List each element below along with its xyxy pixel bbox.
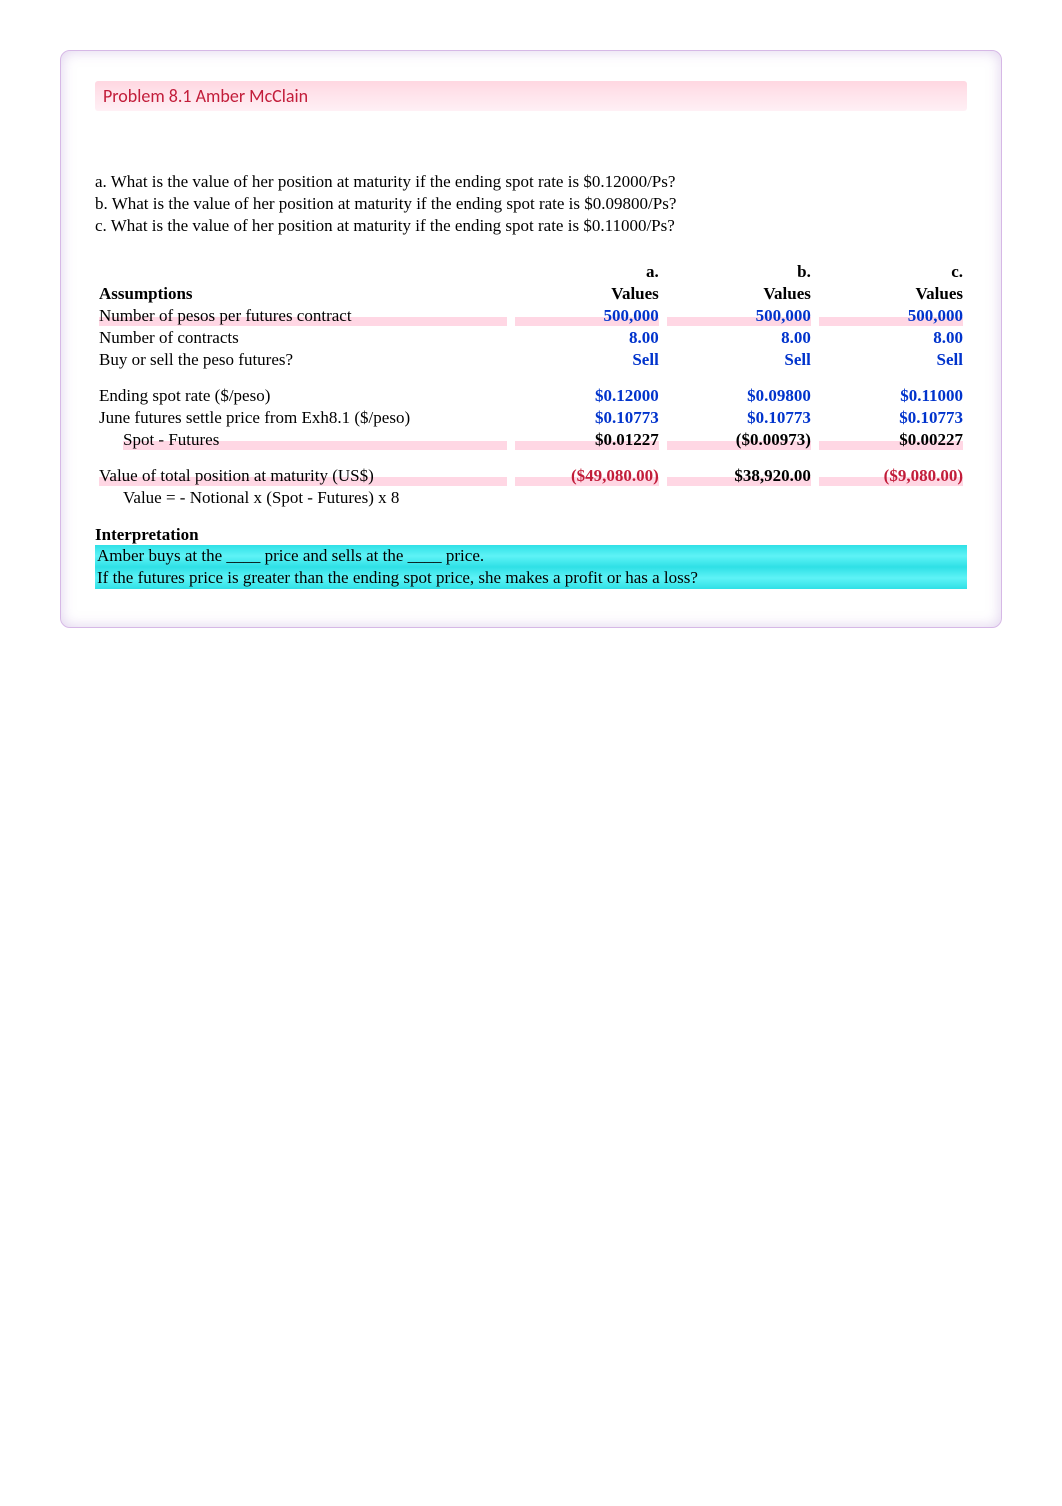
spot-label: Ending spot rate ($/peso) (95, 385, 511, 407)
title-band: Problem 8.1 Amber McClain (95, 81, 967, 111)
row-buysell: Buy or sell the peso futures? Sell Sell … (95, 349, 967, 371)
row-futures: June futures settle price from Exh8.1 ($… (95, 407, 967, 429)
row-spot: Ending spot rate ($/peso) $0.12000 $0.09… (95, 385, 967, 407)
pesos-a: 500,000 (515, 306, 659, 326)
futures-label: June futures settle price from Exh8.1 ($… (95, 407, 511, 429)
problem-title: Problem 8.1 Amber McClain (95, 85, 308, 107)
pesos-c: 500,000 (819, 306, 963, 326)
col-c-values: Values (815, 283, 967, 305)
total-c: ($9,080.00) (819, 466, 963, 486)
buysell-b: Sell (663, 349, 815, 371)
question-a: a. What is the value of her position at … (95, 171, 967, 193)
futures-a: $0.10773 (511, 407, 663, 429)
spotminus-c: $0.00227 (819, 430, 963, 450)
total-b: $38,920.00 (667, 466, 811, 486)
spot-c: $0.11000 (815, 385, 967, 407)
assumptions-label: Assumptions (95, 283, 511, 305)
col-a-values: Values (511, 283, 663, 305)
buysell-a: Sell (511, 349, 663, 371)
spotminus-label: Spot - Futures (123, 430, 507, 450)
question-list: a. What is the value of her position at … (95, 171, 967, 237)
formula-label: Value = - Notional x (Spot - Futures) x … (95, 487, 511, 509)
futures-c: $0.10773 (815, 407, 967, 429)
col-b-values: Values (663, 283, 815, 305)
header-row-values: Assumptions Values Values Values (95, 283, 967, 305)
buysell-label: Buy or sell the peso futures? (95, 349, 511, 371)
contracts-label: Number of contracts (95, 327, 511, 349)
interpretation-title: Interpretation (95, 525, 967, 545)
question-c: c. What is the value of her position at … (95, 215, 967, 237)
header-row-letters: a. b. c. (95, 261, 967, 283)
spotminus-a: $0.01227 (515, 430, 659, 450)
contracts-b: 8.00 (663, 327, 815, 349)
col-b-letter: b. (663, 261, 815, 283)
spotminus-b: ($0.00973) (667, 430, 811, 450)
problem-frame: Problem 8.1 Amber McClain a. What is the… (60, 50, 1002, 628)
futures-b: $0.10773 (663, 407, 815, 429)
spot-a: $0.12000 (511, 385, 663, 407)
interpretation-block: Interpretation Amber buys at the ____ pr… (95, 525, 967, 589)
contracts-c: 8.00 (815, 327, 967, 349)
data-table: a. b. c. Assumptions Values Values Value… (95, 261, 967, 509)
col-c-letter: c. (815, 261, 967, 283)
pesos-label: Number of pesos per futures contract (99, 306, 507, 326)
row-contracts: Number of contracts 8.00 8.00 8.00 (95, 327, 967, 349)
total-a: ($49,080.00) (515, 466, 659, 486)
pesos-b: 500,000 (667, 306, 811, 326)
buysell-c: Sell (815, 349, 967, 371)
row-formula: Value = - Notional x (Spot - Futures) x … (95, 487, 967, 509)
row-spotminus: Spot - Futures $0.01227 ($0.00973) $0.00… (95, 429, 967, 451)
spot-b: $0.09800 (663, 385, 815, 407)
interpretation-line2: If the futures price is greater than the… (95, 567, 967, 589)
contracts-a: 8.00 (511, 327, 663, 349)
col-a-letter: a. (511, 261, 663, 283)
question-b: b. What is the value of her position at … (95, 193, 967, 215)
row-total: Value of total position at maturity (US$… (95, 465, 967, 487)
row-pesos: Number of pesos per futures contract 500… (95, 305, 967, 327)
total-label: Value of total position at maturity (US$… (99, 466, 507, 486)
interpretation-line1: Amber buys at the ____ price and sells a… (95, 545, 967, 567)
